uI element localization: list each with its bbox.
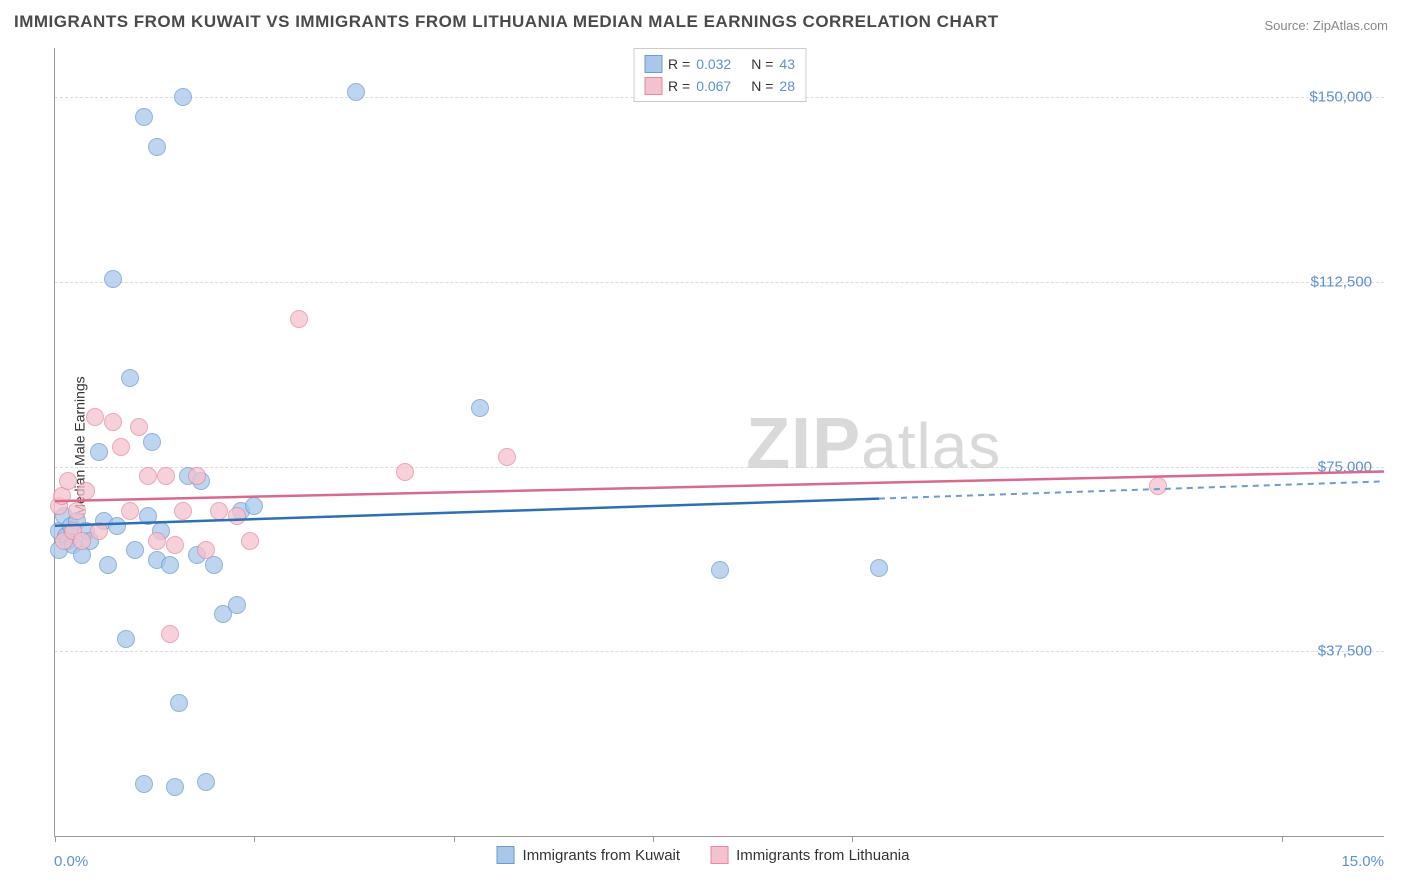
legend-swatch-icon <box>497 846 515 864</box>
scatter-point-kuwait <box>121 369 139 387</box>
scatter-point-kuwait <box>135 108 153 126</box>
scatter-point-lithuania <box>498 448 516 466</box>
scatter-point-lithuania <box>104 413 122 431</box>
scatter-point-lithuania <box>228 507 246 525</box>
gridline <box>55 282 1384 283</box>
legend-stats-box: R = 0.032 N = 43 R = 0.067 N = 28 <box>633 48 806 102</box>
legend-swatch-icon <box>644 77 662 95</box>
scatter-point-kuwait <box>108 517 126 535</box>
y-tick-label: $37,500 <box>1318 643 1372 660</box>
scatter-point-kuwait <box>148 138 166 156</box>
scatter-point-kuwait <box>174 88 192 106</box>
legend-series-label: Immigrants from Kuwait <box>523 847 681 864</box>
scatter-point-lithuania <box>86 408 104 426</box>
scatter-point-kuwait <box>166 778 184 796</box>
scatter-point-kuwait <box>347 83 365 101</box>
x-tick <box>852 836 853 842</box>
scatter-point-lithuania <box>73 532 91 550</box>
scatter-point-lithuania <box>197 541 215 559</box>
scatter-point-lithuania <box>68 502 86 520</box>
legend-series-lithuania: Immigrants from Lithuania <box>710 846 909 864</box>
scatter-point-kuwait <box>161 556 179 574</box>
y-tick-label: $150,000 <box>1309 89 1372 106</box>
scatter-point-kuwait <box>245 497 263 515</box>
x-tick <box>55 836 56 842</box>
legend-stat-row-kuwait: R = 0.032 N = 43 <box>644 53 795 75</box>
x-tick <box>653 836 654 842</box>
scatter-point-kuwait <box>135 775 153 793</box>
legend-bottom: Immigrants from Kuwait Immigrants from Li… <box>497 846 910 864</box>
scatter-point-lithuania <box>241 532 259 550</box>
scatter-point-lithuania <box>174 502 192 520</box>
scatter-point-lithuania <box>161 625 179 643</box>
scatter-point-kuwait <box>126 541 144 559</box>
scatter-point-kuwait <box>139 507 157 525</box>
chart-container: IMMIGRANTS FROM KUWAIT VS IMMIGRANTS FRO… <box>0 0 1406 892</box>
scatter-point-kuwait <box>90 443 108 461</box>
legend-series-label: Immigrants from Lithuania <box>736 847 909 864</box>
legend-n-label: N = <box>751 56 773 72</box>
x-axis-max-label: 15.0% <box>1341 853 1384 870</box>
scatter-point-kuwait <box>228 596 246 614</box>
scatter-point-lithuania <box>90 522 108 540</box>
x-axis-min-label: 0.0% <box>54 853 88 870</box>
scatter-point-kuwait <box>870 559 888 577</box>
scatter-point-kuwait <box>197 773 215 791</box>
scatter-point-lithuania <box>1149 477 1167 495</box>
y-tick-label: $112,500 <box>1311 273 1372 290</box>
scatter-point-lithuania <box>148 532 166 550</box>
scatter-point-lithuania <box>157 467 175 485</box>
scatter-point-lithuania <box>112 438 130 456</box>
x-tick <box>254 836 255 842</box>
legend-r-value: 0.067 <box>696 78 731 94</box>
legend-n-value: 43 <box>779 56 795 72</box>
scatter-point-kuwait <box>170 694 188 712</box>
scatter-point-kuwait <box>117 630 135 648</box>
x-tick <box>1282 836 1283 842</box>
scatter-point-lithuania <box>166 536 184 554</box>
trend-lines-svg <box>55 48 1384 836</box>
scatter-point-lithuania <box>139 467 157 485</box>
scatter-point-kuwait <box>143 433 161 451</box>
legend-r-value: 0.032 <box>696 56 731 72</box>
scatter-point-kuwait <box>711 561 729 579</box>
scatter-point-lithuania <box>130 418 148 436</box>
plot-area: ZIPatlas R = 0.032N = 43R = 0.067N = 28 … <box>54 48 1384 837</box>
scatter-point-kuwait <box>104 270 122 288</box>
legend-stat-row-lithuania: R = 0.067 N = 28 <box>644 75 795 97</box>
gridline <box>55 467 1384 468</box>
legend-n-label: N = <box>751 78 773 94</box>
legend-swatch-icon <box>710 846 728 864</box>
source-label: Source: ZipAtlas.com <box>1264 18 1388 33</box>
trend-line-extension-kuwait <box>879 481 1384 498</box>
scatter-point-lithuania <box>396 463 414 481</box>
gridline <box>55 651 1384 652</box>
watermark: ZIPatlas <box>746 403 1001 485</box>
legend-r-label: R = <box>668 56 690 72</box>
scatter-point-lithuania <box>121 502 139 520</box>
chart-title: IMMIGRANTS FROM KUWAIT VS IMMIGRANTS FRO… <box>14 12 999 32</box>
legend-swatch-icon <box>644 55 662 73</box>
x-tick <box>454 836 455 842</box>
legend-n-value: 28 <box>779 78 795 94</box>
scatter-point-lithuania <box>77 482 95 500</box>
legend-series-kuwait: Immigrants from Kuwait <box>497 846 681 864</box>
scatter-point-lithuania <box>188 467 206 485</box>
y-tick-label: $75,000 <box>1318 458 1372 475</box>
scatter-point-lithuania <box>290 310 308 328</box>
scatter-point-kuwait <box>471 399 489 417</box>
scatter-point-kuwait <box>99 556 117 574</box>
scatter-point-lithuania <box>210 502 228 520</box>
legend-r-label: R = <box>668 78 690 94</box>
scatter-point-lithuania <box>59 472 77 490</box>
